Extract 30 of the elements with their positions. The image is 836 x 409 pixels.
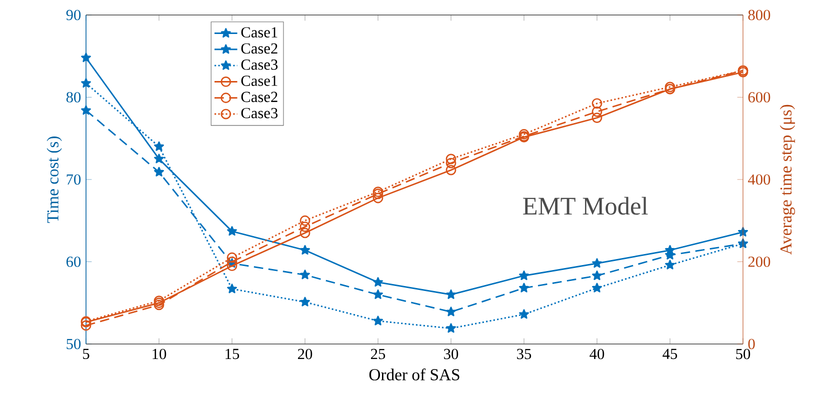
x-axis-title: Order of SAS	[369, 368, 460, 380]
legend-label: Case3	[241, 108, 278, 118]
x-tick-label: 5	[83, 348, 90, 360]
y2-tick-label: 0	[748, 338, 755, 350]
y2-tick-label: 200	[748, 256, 770, 267]
y2-tick-label: 400	[748, 174, 770, 185]
x-tick-label: 30	[444, 348, 458, 360]
x-tick-label: 40	[590, 348, 604, 360]
y2-tick-label: 600	[748, 92, 770, 102]
x-tick-label: 10	[152, 348, 166, 360]
y2-axis-title: Average time step (μs)	[780, 104, 796, 255]
y-tick-label: 50	[66, 338, 81, 350]
legend-label: Case1	[241, 76, 278, 86]
x-tick-label: 20	[298, 348, 312, 360]
legend-label: Case2	[241, 43, 278, 54]
y-tick-label: 90	[66, 10, 81, 20]
legend-label: Case2	[241, 92, 278, 102]
y2-tick-label: 800	[748, 10, 770, 20]
x-tick-label: 15	[226, 348, 240, 360]
x-tick-label: 35	[517, 348, 532, 360]
y-tick-label: 60	[66, 256, 81, 267]
y-axis-title: Time cost (s)	[46, 136, 62, 223]
x-tick-label: 50	[736, 348, 750, 360]
legend-label: Case1	[241, 27, 278, 38]
annotation: EMT Model	[523, 196, 648, 215]
y-tick-label: 80	[66, 92, 81, 102]
x-tick-label: 45	[662, 348, 678, 360]
x-tick-label: 25	[371, 348, 386, 360]
y-tick-label: 70	[66, 174, 81, 185]
legend-label: Case3	[241, 60, 278, 70]
